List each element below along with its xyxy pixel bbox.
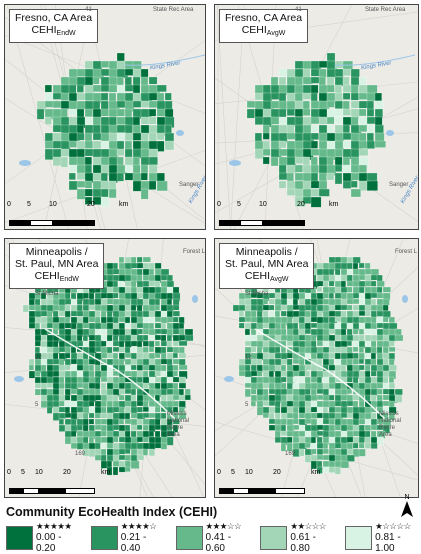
legend-item: ★★★★☆0.21 - 0.40 <box>91 521 167 554</box>
place-label-sanger: Sanger <box>179 182 198 188</box>
legend-swatch <box>91 526 118 550</box>
panel-title: Fresno, CA Area CEHIAvgW <box>219 9 308 43</box>
legend-range: 0.81 - 1.00 <box>375 532 401 554</box>
place-label-st-michael: St Micha <box>245 291 268 297</box>
legend: ★★★★★0.00 - 0.20 ★★★★☆0.21 - 0.40 ★★★☆☆0… <box>6 521 421 554</box>
place-label-sanger: Sanger <box>389 182 408 188</box>
legend-swatch <box>260 526 287 550</box>
map-panel-mn-endw: Minneapolis / St. Paul, MN Area CEHIEndW… <box>4 238 206 498</box>
legend-range: 0.21 - 0.40 <box>121 532 147 554</box>
road-label: 12 <box>245 355 252 361</box>
map-panel-mn-avgw: Minneapolis / St. Paul, MN Area CEHIAvgW… <box>214 238 419 498</box>
place-label-forest-lake: Forest L <box>395 249 417 255</box>
road-label: 41 <box>85 7 92 13</box>
legend-item: ★★☆☆☆0.61 - 0.80 <box>260 521 336 554</box>
star-rating-icon: ★★★★★ <box>36 521 82 532</box>
scale-bar: 0 5 10 20 km <box>9 212 95 226</box>
north-arrow: N <box>398 494 416 522</box>
rec-area-label: State Rec Area <box>365 7 405 13</box>
legend-swatch <box>176 526 203 550</box>
road-label: 5 <box>245 402 248 408</box>
panel-title: Minneapolis / St. Paul, MN Area CEHIAvgW <box>219 243 314 289</box>
star-rating-icon: ★★☆☆☆ <box>290 521 336 532</box>
star-rating-icon: ★★★☆☆ <box>206 521 252 532</box>
legend-range: 0.61 - 0.80 <box>290 532 316 554</box>
panel-title: Fresno, CA Area CEHIEndW <box>9 9 98 43</box>
map-panel-fresno-endw: Fresno, CA Area CEHIEndW 41 State Rec Ar… <box>4 4 206 230</box>
north-arrow-icon <box>401 501 413 517</box>
legend-item: ★★★★★0.00 - 0.20 <box>6 521 82 554</box>
legend-swatch <box>345 526 372 550</box>
road-label: 169 <box>75 451 85 457</box>
legend-swatch <box>6 526 33 550</box>
star-rating-icon: ★★★★☆ <box>121 521 167 532</box>
rec-area-label: State Rec Area <box>153 7 193 13</box>
place-label-st-michael: St Micha <box>35 291 58 297</box>
panel-title: Minneapolis / St. Paul, MN Area CEHIEndW <box>9 243 104 289</box>
map-panel-fresno-avgw: Fresno, CA Area CEHIAvgW 41 State Rec Ar… <box>214 4 419 230</box>
scale-bar: 0 5 10 20 km <box>219 212 305 226</box>
place-label-forest-lake: Forest L <box>183 249 205 255</box>
legend-item: ★☆☆☆☆0.81 - 1.00 <box>345 521 421 554</box>
road-label: 41 <box>295 7 302 13</box>
road-label: 5 <box>35 402 38 408</box>
star-rating-icon: ★☆☆☆☆ <box>375 521 421 532</box>
scale-bar: 0 5 10 20 km <box>9 480 95 494</box>
scale-bar: 0 5 10 20 km <box>219 480 305 494</box>
legend-range: 0.41 - 0.60 <box>206 532 232 554</box>
legend-title: Community EcoHealth Index (CEHI) <box>6 505 217 519</box>
legend-range: 0.00 - 0.20 <box>36 532 62 554</box>
road-label: 12 <box>35 355 42 361</box>
road-label: 169 <box>285 451 295 457</box>
legend-item: ★★★☆☆0.41 - 0.60 <box>176 521 252 554</box>
